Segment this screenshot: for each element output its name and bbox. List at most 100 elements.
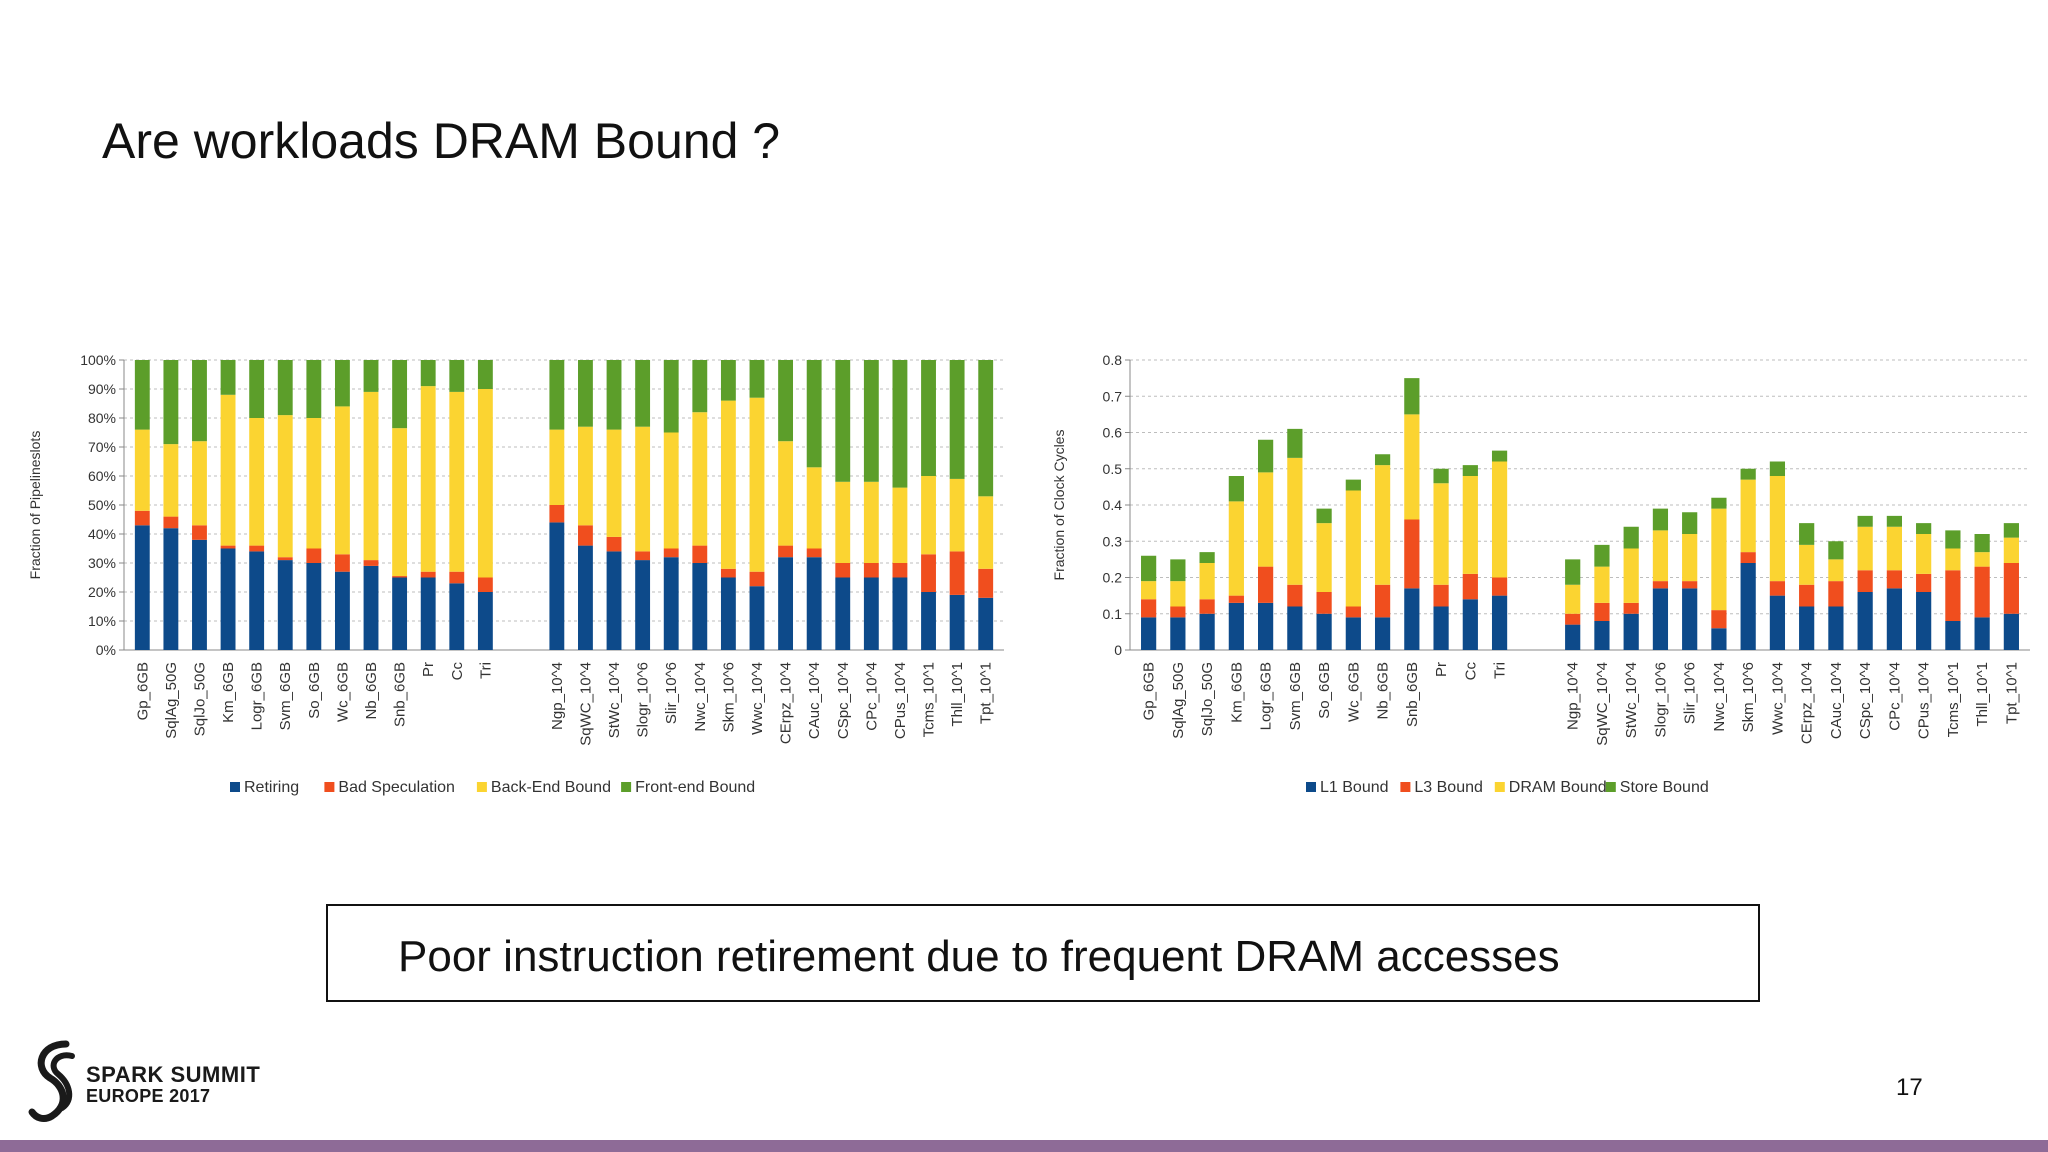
x-tick-label: Tri — [477, 662, 494, 679]
bar-segment-back-end-bound — [749, 397, 765, 572]
bar-segment-dram-bound — [2003, 537, 2019, 563]
bar-segment-l3-bound — [1345, 606, 1361, 618]
bar-segment-back-end-bound — [606, 429, 622, 537]
bar-segment-front-end-bound — [835, 360, 851, 482]
bar-segment-l1-bound — [1945, 621, 1961, 650]
x-tick-label: Tpt_10^1 — [2003, 662, 2020, 724]
bar-segment-store-bound — [2003, 523, 2019, 538]
bar-segment-bad-speculation — [277, 557, 293, 561]
bar-segment-dram-bound — [1345, 490, 1361, 607]
x-tick-label: Cc — [449, 662, 466, 681]
bar-segment-retiring — [392, 577, 408, 650]
bar-segment-store-bound — [1404, 378, 1420, 415]
bar-segment-l3-bound — [1170, 606, 1186, 618]
y-tick-label: 0.5 — [1103, 461, 1123, 477]
bar-segment-store-bound — [1170, 559, 1186, 582]
bar-segment-l3-bound — [1916, 573, 1932, 592]
bar-segment-bad-speculation — [392, 576, 408, 578]
clock-cycles-chart: Fraction of Clock Cycles 0 0.1 0.2 0.3 0.4 0.5… — [1051, 352, 2030, 796]
bar-segment-dram-bound — [1886, 526, 1902, 571]
bar-segment-dram-bound — [1228, 501, 1244, 596]
bar-segment-l1-bound — [1258, 602, 1274, 650]
y-tick-label: 0 — [1114, 642, 1122, 658]
bar-segment-bad-speculation — [635, 551, 651, 561]
y-tick-label: 60% — [88, 468, 116, 484]
bar-segment-store-bound — [1916, 523, 1932, 534]
bar-segment-retiring — [749, 586, 765, 650]
spark-swirl-icon — [28, 1040, 75, 1123]
x-tick-label: SqlAg_50G — [163, 662, 180, 739]
bar-segment-dram-bound — [1565, 584, 1581, 614]
y-tick-label: 10% — [88, 613, 116, 629]
x-tick-label: Slir_10^6 — [663, 662, 680, 724]
x-tick-label: Nwc_10^4 — [1711, 662, 1728, 732]
bar-segment-bad-speculation — [663, 548, 679, 558]
legend-swatch — [476, 782, 487, 792]
bar-segment-l3-bound — [1433, 584, 1449, 607]
y-tick-label: 40% — [88, 526, 116, 542]
bar-segment-dram-bound — [1258, 472, 1274, 567]
x-tick-label: Logr_6GB — [1258, 662, 1275, 730]
x-tick-label: StWc_10^4 — [1623, 662, 1640, 738]
x-tick-label: Nb_6GB — [1375, 662, 1392, 720]
bar-segment-retiring — [921, 592, 936, 650]
bar-segment-l3-bound — [1199, 599, 1215, 614]
bar-segment-l1-bound — [1682, 588, 1698, 650]
bar-segment-l1-bound — [1374, 617, 1391, 650]
bar-segment-dram-bound — [1433, 483, 1449, 585]
x-tick-label: Pr — [420, 662, 437, 677]
legend-swatch — [1605, 782, 1616, 792]
bar-segment-l3-bound — [1594, 602, 1610, 621]
x-tick-label: Wwc_10^4 — [1769, 662, 1786, 735]
bar-segment-front-end-bound — [334, 360, 350, 407]
bar-segment-back-end-bound — [778, 441, 794, 546]
x-tick-label: StWc_10^4 — [606, 662, 623, 738]
bar-segment-store-bound — [1769, 461, 1786, 476]
bar-segment-front-end-bound — [921, 360, 936, 476]
bar-segment-retiring — [249, 551, 265, 650]
bar-segment-l3-bound — [1886, 570, 1902, 589]
bar-segment-front-end-bound — [477, 360, 493, 389]
x-tick-label: Pr — [1433, 662, 1450, 677]
bar-segment-bad-speculation — [778, 545, 794, 558]
x-tick-label: CPc_10^4 — [863, 662, 880, 731]
y-tick-label: 0.8 — [1103, 352, 1123, 368]
bar-segment-l1-bound — [1462, 599, 1478, 650]
x-tick-label: Km_6GB — [220, 662, 237, 723]
bar-segment-bad-speculation — [892, 563, 908, 578]
bar-segment-l1-bound — [1740, 563, 1756, 650]
bar-segment-retiring — [363, 565, 379, 650]
bar-segment-l3-bound — [1828, 581, 1844, 607]
bar-segment-retiring — [220, 548, 236, 650]
bar-segment-bad-speculation — [449, 571, 465, 584]
bar-segment-retiring — [949, 594, 965, 650]
bar-segment-retiring — [420, 577, 436, 650]
bar-segment-store-bound — [1316, 508, 1332, 524]
x-tick-label: Svm_6GB — [277, 662, 294, 730]
bar-segment-front-end-bound — [363, 360, 379, 392]
bar-segment-l1-bound — [1345, 617, 1361, 650]
bar-segment-retiring — [978, 597, 994, 650]
bar-segment-bad-speculation — [578, 525, 593, 546]
x-tick-label: CPc_10^4 — [1886, 662, 1903, 731]
bar-segment-front-end-bound — [277, 360, 293, 416]
bar-segment-dram-bound — [1740, 479, 1756, 553]
bar-segment-retiring — [449, 583, 465, 650]
x-tick-label: So_6GB — [1316, 662, 1333, 719]
bar-segment-l3-bound — [1945, 570, 1961, 621]
bar-segment-retiring — [663, 557, 679, 650]
bar-segment-store-bound — [1228, 476, 1244, 502]
bar-segment-l1-bound — [1287, 606, 1303, 650]
bar-segment-dram-bound — [1623, 548, 1639, 603]
bar-segment-dram-bound — [1974, 552, 1990, 567]
legend-swatch — [324, 782, 335, 792]
y-tick-label: 20% — [88, 584, 116, 600]
bar-segment-front-end-bound — [192, 360, 207, 442]
bar-segment-l3-bound — [1974, 566, 1990, 618]
bar-segment-front-end-bound — [778, 360, 794, 442]
bar-segment-bad-speculation — [477, 577, 493, 592]
bar-segment-l1-bound — [1799, 606, 1815, 650]
bar-segment-dram-bound — [1857, 526, 1873, 571]
bar-segment-retiring — [134, 525, 150, 650]
bar-segment-bad-speculation — [134, 510, 150, 526]
